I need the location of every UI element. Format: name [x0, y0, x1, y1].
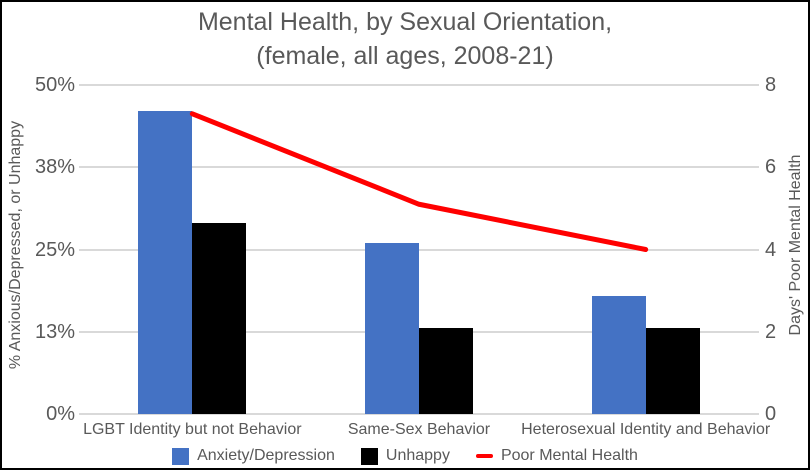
gridline	[79, 84, 759, 86]
legend-item-poor-mental-health: Poor Mental Health	[475, 447, 638, 465]
left-tick-label: 38%	[34, 156, 75, 179]
chart-title-line1: Mental Health, by Sexual Orientation,	[197, 8, 613, 36]
bar-anxiety-depression-1	[138, 111, 193, 414]
category-label-3: Heterosexual Identity and Behavior	[521, 421, 771, 438]
right-tick-label: 4	[765, 238, 777, 261]
legend-label: Anxiety/Depression	[197, 447, 335, 464]
x-axis-baseline	[79, 413, 759, 415]
right-tick-label: 0	[765, 403, 777, 425]
legend-square-marker-icon	[360, 447, 378, 465]
bar-anxiety-depression-2	[365, 242, 419, 414]
legend-square-marker-icon	[172, 447, 190, 465]
bar-anxiety-depression-3	[591, 295, 646, 414]
right-tick-label: 2	[765, 320, 777, 343]
legend-line-marker-icon	[475, 454, 493, 458]
right-tick-label: 6	[765, 156, 777, 179]
left-tick-label: 0%	[46, 403, 75, 425]
right-axis-title: Days' Poor Mental Health	[787, 154, 804, 336]
left-tick-label: 13%	[34, 320, 75, 343]
legend-item-anxiety-depression: Anxiety/Depression	[172, 447, 335, 465]
left-tick-label: 25%	[34, 238, 75, 261]
bar-unhappy-2	[419, 328, 473, 414]
legend-item-unhappy: Unhappy	[360, 447, 450, 465]
line-poor-mental-health	[189, 111, 649, 252]
legend: Anxiety/Depression Unhappy Poor Mental Hea…	[2, 447, 808, 465]
category-label-1: LGBT Identity but not Behavior	[83, 421, 302, 438]
bar-unhappy-3	[645, 328, 700, 414]
legend-label: Unhappy	[385, 447, 450, 464]
legend-label: Poor Mental Health	[500, 447, 638, 464]
bar-unhappy-1	[192, 223, 247, 414]
right-tick-label: 8	[765, 74, 777, 96]
category-label-2: Same-Sex Behavior	[347, 421, 491, 438]
left-tick-label: 50%	[34, 74, 75, 96]
chart-title-line2: (female, all ages, 2008-21)	[256, 42, 554, 70]
chart-title: Mental Health, by Sexual Orientation, (f…	[2, 5, 808, 73]
